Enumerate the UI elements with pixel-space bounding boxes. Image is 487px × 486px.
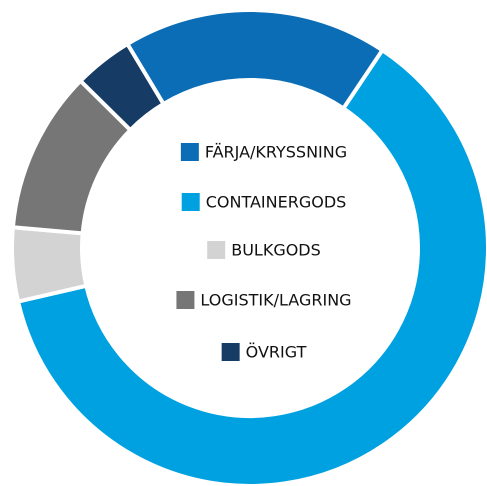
legend-swatch [181,193,200,211]
legend-swatch [180,143,199,161]
donut-slice [10,225,89,304]
donut-slice [124,8,386,112]
legend-label: CONTAINERGODS [206,193,347,212]
donut-slice [15,47,487,486]
legend-swatch [207,241,226,259]
legend-label: LOGISTIK/LAGRING [200,291,351,310]
legend-label: BULKGODS [231,241,321,260]
legend-label: ÖVRIGT [246,343,307,362]
legend-swatch [176,291,195,309]
donut-slice [77,41,167,133]
legend-label: FÄRJA/KRYSSNING [205,143,347,162]
legend-swatch [221,343,240,361]
